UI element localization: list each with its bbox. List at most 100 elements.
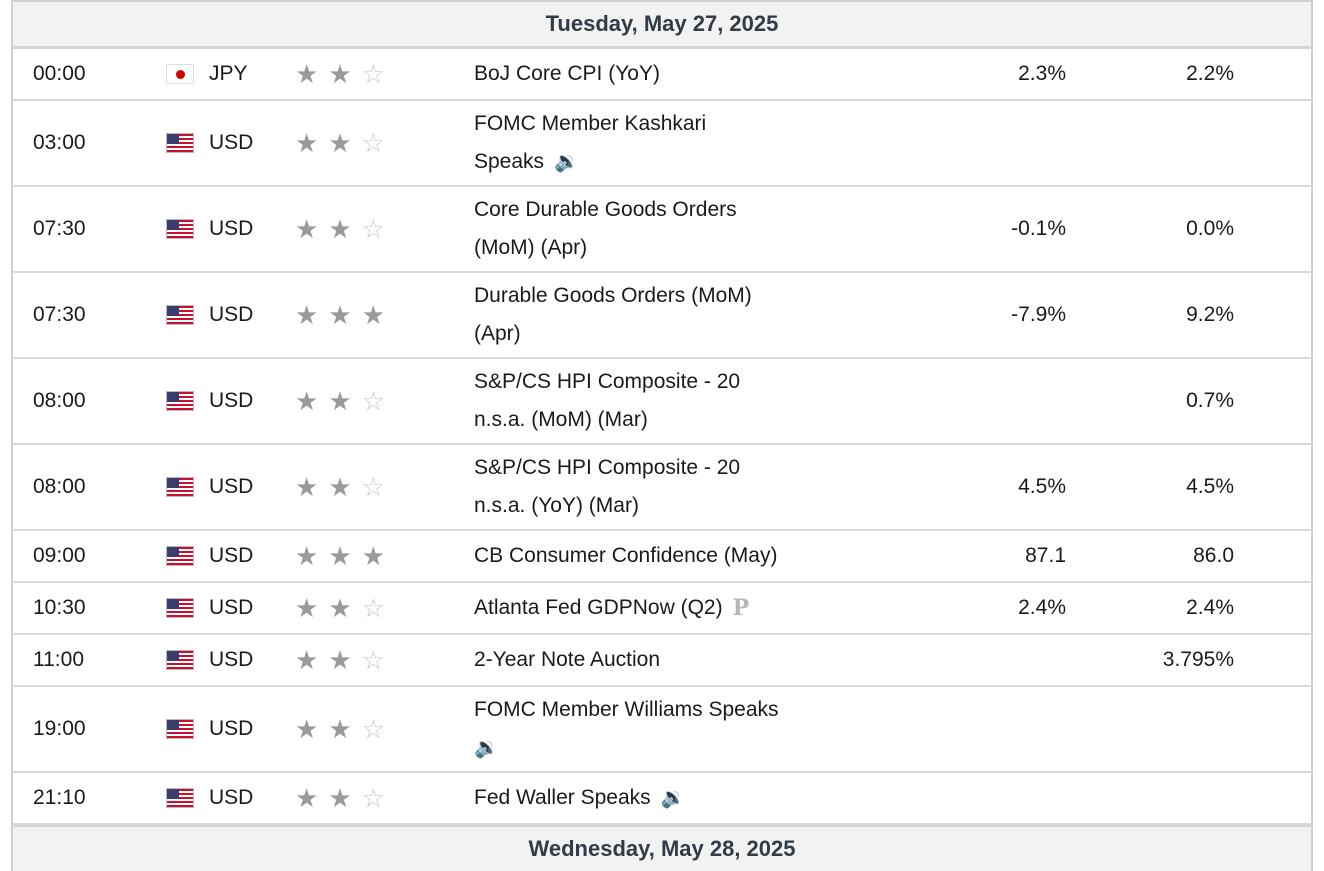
star-filled-icon: ★ <box>295 783 319 813</box>
forecast-value: 3.795% <box>1162 648 1234 671</box>
speaker-icon: 🔉 <box>660 787 686 810</box>
us-flag-icon <box>166 650 194 670</box>
event-name-line: 2-Year Note Auction <box>474 641 660 679</box>
event-name-text: 2-Year Note Auction <box>474 648 661 671</box>
star-filled-icon: ★ <box>361 300 385 330</box>
event-row[interactable]: 08:00 USD ★ ★ ☆ S&P/CS HPI Composite - 20 n.s.… <box>11 359 1313 445</box>
event-name-line: (Apr) <box>474 315 752 353</box>
event-name-line: Fed Waller Speaks 🔉 <box>474 779 686 817</box>
star-empty-icon: ☆ <box>361 59 385 89</box>
speaker-icon: 🔉 <box>554 151 579 174</box>
event-row[interactable]: 19:00 USD ★ ★ ☆ FOMC Member Williams Speaks 🔉 <box>11 687 1313 773</box>
us-flag-icon <box>166 788 194 808</box>
event-name-text: BoJ Core CPI (YoY) <box>474 62 660 85</box>
currency-code: USD <box>209 217 254 240</box>
event-name[interactable]: FOMC Member Williams Speaks 🔉 <box>474 687 854 771</box>
star-filled-icon: ★ <box>295 593 319 623</box>
us-flag-icon <box>166 305 194 325</box>
currency-code: JPY <box>209 62 248 85</box>
star-filled-icon: ★ <box>328 59 352 89</box>
event-name[interactable]: Fed Waller Speaks 🔉 <box>474 773 854 823</box>
actual-value: 2.4% <box>1018 596 1066 619</box>
event-time: 08:00 <box>33 389 86 412</box>
event-name[interactable]: CB Consumer Confidence (May) <box>474 531 854 581</box>
country-flag <box>166 359 194 443</box>
star-filled-icon: ★ <box>295 714 319 744</box>
event-name[interactable]: BoJ Core CPI (YoY) <box>474 49 854 99</box>
event-name-text: Fed Waller Speaks <box>474 785 651 809</box>
forecast-value: 4.5% <box>1186 475 1234 498</box>
star-empty-icon: ☆ <box>361 645 385 675</box>
day-header-label: Tuesday, May 27, 2025 <box>545 11 779 36</box>
us-flag-icon <box>166 219 194 239</box>
event-row[interactable]: 10:30 USD ★ ★ ☆ Atlanta Fed GDPNow (Q2) P 2.4% 2… <box>11 583 1313 635</box>
event-name-line: S&P/CS HPI Composite - 20 <box>474 363 740 401</box>
currency-code: USD <box>209 648 254 671</box>
currency-code: USD <box>209 596 254 619</box>
star-filled-icon: ★ <box>295 645 319 675</box>
japan-flag-icon <box>166 64 194 84</box>
preliminary-p-icon: P <box>732 595 750 622</box>
event-name[interactable]: S&P/CS HPI Composite - 20 n.s.a. (MoM) (M… <box>474 359 854 443</box>
event-name[interactable]: Atlanta Fed GDPNow (Q2) P <box>474 583 854 633</box>
event-row[interactable]: 08:00 USD ★ ★ ☆ S&P/CS HPI Composite - 20 n.s.… <box>11 445 1313 531</box>
star-filled-icon: ★ <box>328 128 352 158</box>
event-time: 07:30 <box>33 217 86 240</box>
event-name-text: CB Consumer Confidence (May) <box>474 544 778 567</box>
event-name[interactable]: S&P/CS HPI Composite - 20 n.s.a. (YoY) (M… <box>474 445 854 529</box>
event-name-line: Speaks 🔉 <box>474 143 706 181</box>
event-time: 11:00 <box>33 648 84 671</box>
star-empty-icon: ☆ <box>361 214 385 244</box>
event-name[interactable]: Core Durable Goods Orders (MoM) (Apr) <box>474 187 854 271</box>
event-time: 07:30 <box>33 303 86 326</box>
forecast-value: 2.2% <box>1186 62 1234 85</box>
event-name-text: Core Durable Goods Orders <box>474 198 737 221</box>
event-name-line: 🔉 <box>474 729 779 767</box>
event-row[interactable]: 07:30 USD ★ ★ ☆ Core Durable Goods Orders (MoM… <box>11 187 1313 273</box>
star-filled-icon: ★ <box>328 783 352 813</box>
importance-stars: ★ ★ ★ <box>295 273 385 357</box>
country-flag <box>166 273 194 357</box>
actual-value: 4.5% <box>1018 475 1066 498</box>
event-row[interactable]: 09:00 USD ★ ★ ★ CB Consumer Confidence (May) 8… <box>11 531 1313 583</box>
currency-code: USD <box>209 786 254 809</box>
star-empty-icon: ☆ <box>361 783 385 813</box>
event-name-text: Durable Goods Orders (MoM) <box>474 284 752 307</box>
event-rows: 00:00 JPY ★ ★ ☆ BoJ Core CPI (YoY) 2.3% 2.2% 03:… <box>11 49 1313 825</box>
event-row[interactable]: 11:00 USD ★ ★ ☆ 2-Year Note Auction 3.795% <box>11 635 1313 687</box>
star-empty-icon: ☆ <box>361 472 385 502</box>
event-row[interactable]: 07:30 USD ★ ★ ★ Durable Goods Orders (MoM) (Ap… <box>11 273 1313 359</box>
speaker-icon: 🔉 <box>474 737 499 760</box>
event-name-text: (Apr) <box>474 322 521 345</box>
star-filled-icon: ★ <box>295 386 319 416</box>
event-time: 19:00 <box>33 717 86 740</box>
actual-value: 2.3% <box>1018 62 1066 85</box>
currency-code: USD <box>209 389 254 412</box>
importance-stars: ★ ★ ☆ <box>295 773 385 823</box>
event-name-line: n.s.a. (MoM) (Mar) <box>474 401 740 439</box>
star-filled-icon: ★ <box>328 593 352 623</box>
star-filled-icon: ★ <box>328 300 352 330</box>
event-row[interactable]: 00:00 JPY ★ ★ ☆ BoJ Core CPI (YoY) 2.3% 2.2% <box>11 49 1313 101</box>
event-name[interactable]: Durable Goods Orders (MoM) (Apr) <box>474 273 854 357</box>
us-flag-icon <box>166 391 194 411</box>
star-filled-icon: ★ <box>328 714 352 744</box>
country-flag <box>166 49 194 99</box>
event-name-text: FOMC Member Kashkari <box>474 111 707 135</box>
country-flag <box>166 583 194 633</box>
event-name[interactable]: 2-Year Note Auction <box>474 635 854 685</box>
day-header: Wednesday, May 28, 2025 <box>11 825 1313 871</box>
forecast-value: 0.7% <box>1186 389 1234 412</box>
star-empty-icon: ☆ <box>361 714 385 744</box>
star-filled-icon: ★ <box>295 59 319 89</box>
event-time: 09:00 <box>33 544 86 567</box>
importance-stars: ★ ★ ☆ <box>295 101 385 185</box>
us-flag-icon <box>166 719 194 739</box>
event-time: 03:00 <box>33 131 86 154</box>
event-row[interactable]: 03:00 USD ★ ★ ☆ FOMC Member Kashkari Speaks 🔉 <box>11 101 1313 187</box>
country-flag <box>166 531 194 581</box>
country-flag <box>166 445 194 529</box>
event-name[interactable]: FOMC Member Kashkari Speaks 🔉 <box>474 101 854 185</box>
event-row[interactable]: 21:10 USD ★ ★ ☆ Fed Waller Speaks 🔉 <box>11 773 1313 825</box>
actual-value: -7.9% <box>1011 303 1066 326</box>
